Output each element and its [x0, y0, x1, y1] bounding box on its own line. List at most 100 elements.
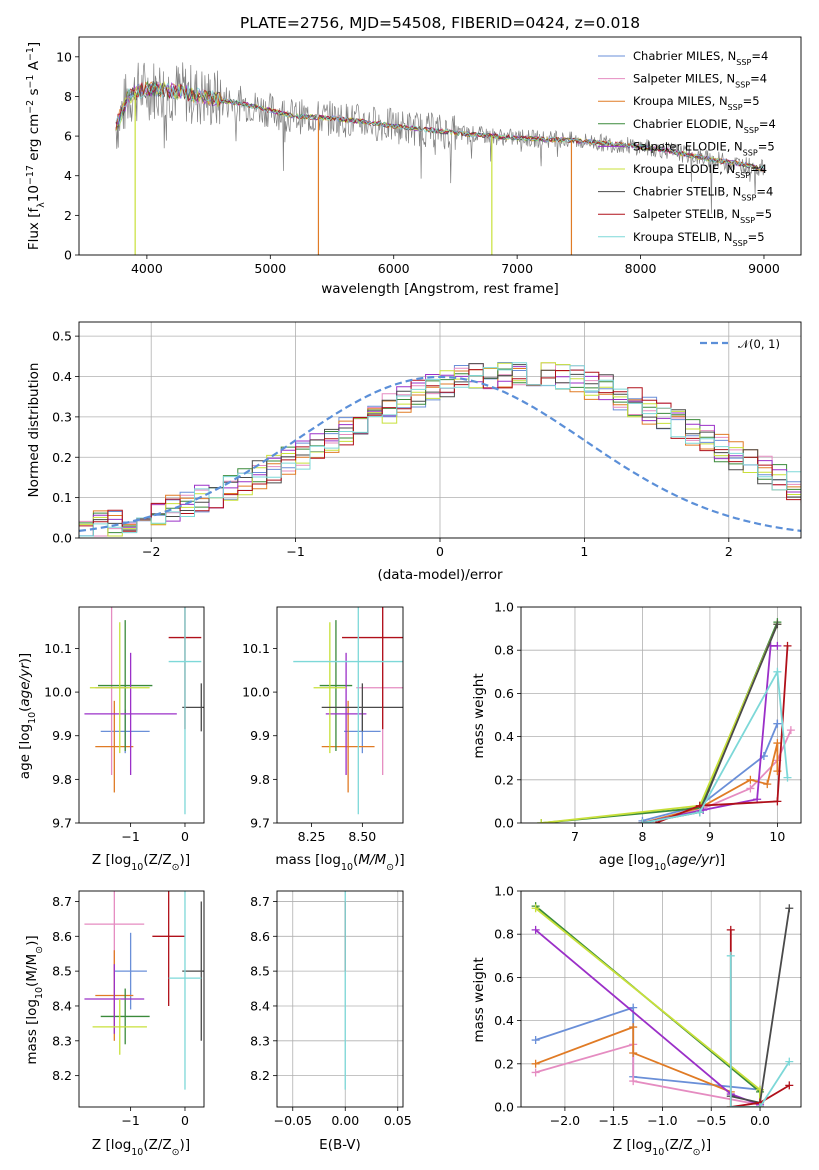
series-marker-kroupa_elodie [531, 904, 540, 913]
series-marker-kroupa_stelib [695, 808, 704, 817]
model-line-kroupa_stelib [115, 82, 765, 170]
x-tick-label: 8.25 [298, 829, 326, 844]
axes-frame [78, 890, 205, 1108]
series-marker-kroupa_stelib [726, 1103, 735, 1107]
x-tick-label: 10 [769, 829, 785, 844]
histogram-step-chabrier_stelib [79, 363, 801, 537]
histogram-step-salpeter_stelib [79, 369, 801, 532]
plot-area-spectrum [115, 62, 765, 255]
x-tick-label: 8 [638, 829, 646, 844]
series-marker-chabrier_miles [773, 719, 782, 728]
series-marker-salpeter_miles [531, 1068, 540, 1077]
plot-area-residuals [79, 322, 801, 538]
axes-massweight_vs_Z: −2.0 −1.5 −1.0 −0.5 0.0 0.0 0.2 0.4 0.6 0.8 1.0 Z [… [471, 884, 802, 1158]
x-tick-label: 0.05 [384, 1113, 412, 1128]
axes-massweight_vs_age: 7 8 9 10 0.0 0.2 0.4 0.6 0.8 1.0 age [log10(age/yr… [471, 600, 802, 873]
series-marker-salpeter_elodie [773, 641, 782, 650]
y-tick-label: 0.1 [52, 490, 72, 505]
y-axis-label: mass weight [471, 957, 487, 1042]
spectrum-legend: Chabrier MILES, NSSP=4 Salpeter MILES, NS… [598, 49, 776, 247]
series-line-salpeter_miles [535, 1043, 761, 1106]
series-marker-kroupa_stelib [773, 667, 782, 676]
histogram-step-kroupa_miles [79, 368, 801, 537]
axes-frame [78, 606, 205, 824]
plot-area-mass_vs_ebv [277, 891, 403, 1107]
legend-label-salpeter_miles: Salpeter MILES, NSSP=4 [633, 72, 767, 90]
x-tick-label: 8000 [625, 261, 657, 276]
x-tick-label: −2 [142, 544, 160, 559]
axes-mass_vs_ebv: −0.05 0.00 0.05 8.2 8.3 8.4 8.5 8.6 8.7 E(B-V) [250, 890, 412, 1153]
axes-age_vs_Z: −1 0 9.7 9.8 9.9 10.0 10.1 Z [log10(Z/Z⊙)] age [… [17, 606, 205, 873]
histogram-step-chabrier_elodie [79, 368, 801, 534]
legend-label-salpeter_stelib: Salpeter STELIB, NSSP=5 [633, 207, 772, 225]
legend-label-normal: 𝒩(0, 1) [738, 337, 780, 351]
x-tick-label: 9000 [748, 261, 780, 276]
series-marker-salpeter_miles [746, 784, 755, 793]
y-tick-label: 0 [64, 248, 72, 263]
series-line-kroupa_stelib [642, 668, 789, 823]
plot-area-massweight_vs_Z [521, 891, 801, 1107]
series-marker-kroupa_stelib [756, 1103, 765, 1107]
y-tick-label: 8.7 [52, 894, 72, 909]
series-marker-kroupa_stelib [726, 951, 735, 960]
y-axis-label: mass [log10(M/M⊙)] [24, 935, 45, 1064]
y-tick-label: 10.0 [44, 685, 72, 700]
y-tick-label: 8.2 [52, 1068, 72, 1083]
y-axis-label: mass weight [471, 673, 487, 758]
y-tick-label: 0.3 [52, 409, 72, 424]
axes-frame [78, 36, 802, 256]
x-tick-label: 7000 [501, 261, 533, 276]
histogram-step-salpeter_elodie [79, 366, 801, 537]
y-tick-label: 0.4 [52, 369, 72, 384]
y-axis-label: Flux [fλ10−17 erg cm−2 s−1 A−1] [25, 42, 47, 250]
plot-area-mass_vs_Z [84, 891, 204, 1090]
series-marker-kroupa_stelib [638, 819, 647, 823]
y-tick-label: 0.8 [494, 927, 514, 942]
y-tick-label: 8 [64, 89, 72, 104]
histogram-step-kroupa_stelib [79, 362, 801, 537]
y-tick-label: 8.3 [250, 1033, 270, 1048]
x-tick-label: 0.00 [331, 1113, 359, 1128]
y-tick-label: 0.8 [494, 643, 514, 658]
legend-label-salpeter_elodie: Salpeter ELODIE, NSSP=5 [633, 139, 775, 157]
legend-label-kroupa_miles: Kroupa MILES, NSSP=5 [633, 94, 760, 112]
x-tick-label: 0 [436, 544, 444, 559]
y-tick-label: 8.4 [250, 998, 270, 1013]
series-marker-salpeter_stelib [785, 1081, 794, 1090]
y-tick-label: 0.0 [494, 816, 514, 831]
figure-title: PLATE=2756, MJD=54508, FIBERID=0424, z=0… [240, 14, 640, 32]
axes-frame [78, 321, 802, 539]
y-tick-label: 8.3 [52, 1033, 72, 1048]
y-tick-label: 0.6 [494, 686, 514, 701]
x-tick-label: 1 [580, 544, 588, 559]
x-axis-label: Z [log10(Z/Z⊙)] [613, 1137, 711, 1158]
y-tick-label: 10.1 [242, 641, 270, 656]
y-tick-label: 9.9 [250, 728, 270, 743]
series-line-kroupa_miles [535, 1025, 760, 1107]
series-marker-chabrier_miles [531, 1036, 540, 1045]
y-tick-label: 10.0 [242, 685, 270, 700]
series-line-kroupa_elodie [541, 623, 779, 823]
series-marker-salpeter_stelib [783, 641, 792, 650]
y-tick-label: 9.7 [250, 816, 270, 831]
series-marker-kroupa_elodie [537, 819, 546, 823]
axes-spectrum: 4000 5000 6000 7000 8000 9000 0 2 4 6 8 10 wavelengt… [25, 36, 802, 297]
x-tick-label: −1 [286, 544, 304, 559]
x-axis-label: (data-model)/error [377, 567, 503, 583]
y-tick-label: 0.2 [494, 772, 514, 787]
series-marker-kroupa_miles [763, 780, 772, 789]
normal-curve [79, 375, 801, 532]
legend-label-chabrier_elodie: Chabrier ELODIE, NSSP=4 [633, 117, 776, 135]
y-tick-label: 8.7 [250, 894, 270, 909]
x-tick-label: 4000 [131, 261, 163, 276]
x-tick-label: 9 [706, 829, 714, 844]
x-tick-label: 0.0 [750, 1113, 770, 1128]
y-tick-label: 8.4 [52, 998, 72, 1013]
axes-frame [520, 606, 802, 824]
y-tick-label: 8.2 [250, 1068, 270, 1083]
axes-residuals: −2 −1 0 1 2 0.0 0.1 0.2 0.3 0.4 0.5 𝒩(0, 1) (data-mo… [26, 321, 802, 583]
y-tick-label: 0.0 [52, 531, 72, 546]
plot-area-age_vs_mass [293, 607, 403, 815]
series-marker-kroupa_stelib [783, 773, 792, 782]
x-axis-label: E(B-V) [319, 1137, 361, 1153]
